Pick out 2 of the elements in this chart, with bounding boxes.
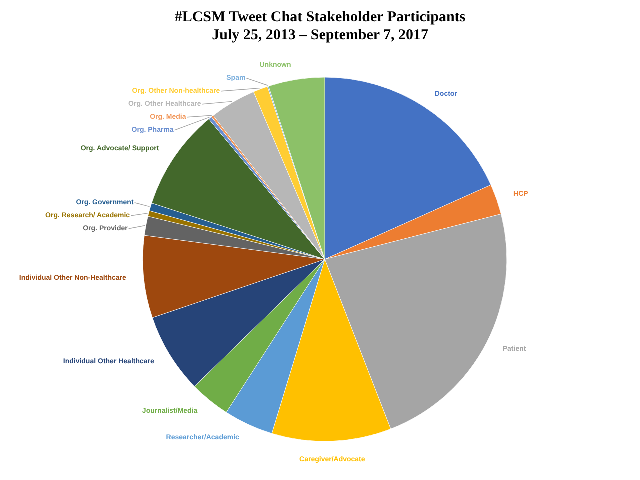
chart-title: #LCSM Tweet Chat Stakeholder Participants — [174, 10, 466, 26]
chart-subtitle: July 25, 2013 – September 7, 2017 — [212, 28, 430, 44]
